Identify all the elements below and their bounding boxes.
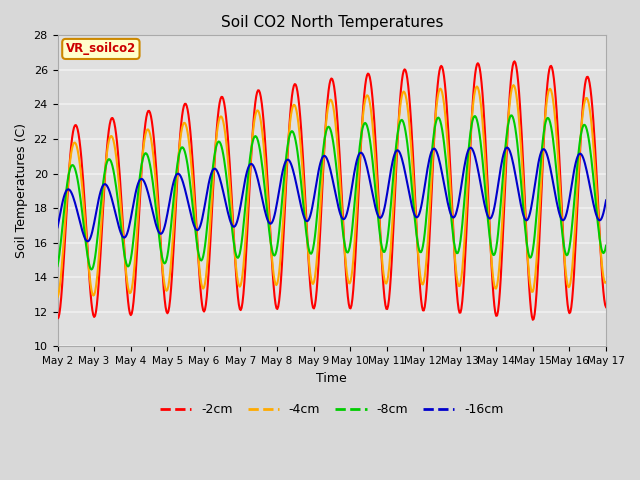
-2cm — [54, 316, 61, 322]
-8cm — [421, 230, 429, 236]
Line: -4cm: -4cm — [58, 85, 606, 297]
-16cm — [303, 218, 310, 224]
-16cm — [84, 239, 92, 244]
-8cm — [196, 255, 204, 261]
-8cm — [602, 243, 610, 249]
-2cm — [302, 205, 310, 211]
-2cm — [195, 259, 202, 264]
Line: -2cm: -2cm — [58, 61, 606, 320]
Line: -16cm: -16cm — [58, 147, 606, 241]
-2cm — [151, 144, 159, 150]
X-axis label: Time: Time — [316, 372, 347, 384]
-2cm — [420, 308, 428, 313]
-4cm — [420, 279, 428, 285]
-2cm — [467, 139, 474, 144]
-8cm — [378, 243, 385, 249]
-4cm — [151, 166, 159, 171]
-16cm — [468, 145, 476, 151]
Text: VR_soilco2: VR_soilco2 — [66, 42, 136, 55]
-16cm — [378, 214, 385, 219]
-2cm — [529, 317, 537, 323]
-4cm — [195, 257, 202, 263]
-2cm — [377, 240, 385, 245]
-4cm — [602, 279, 610, 285]
-4cm — [54, 294, 61, 300]
Line: -8cm: -8cm — [58, 115, 606, 269]
-16cm — [421, 183, 429, 189]
Title: Soil CO2 North Temperatures: Soil CO2 North Temperatures — [221, 15, 443, 30]
Y-axis label: Soil Temperatures (C): Soil Temperatures (C) — [15, 123, 28, 258]
-4cm — [377, 240, 385, 246]
-8cm — [54, 263, 61, 269]
-2cm — [511, 59, 518, 64]
-4cm — [467, 133, 474, 139]
-4cm — [509, 82, 517, 88]
Legend: -2cm, -4cm, -8cm, -16cm: -2cm, -4cm, -8cm, -16cm — [155, 398, 509, 421]
-2cm — [602, 304, 610, 310]
-8cm — [152, 203, 159, 208]
-8cm — [88, 266, 95, 272]
-8cm — [508, 112, 516, 118]
-4cm — [302, 215, 310, 220]
-16cm — [196, 225, 204, 231]
-16cm — [152, 220, 159, 226]
-16cm — [503, 144, 511, 150]
-8cm — [468, 123, 476, 129]
-16cm — [54, 225, 61, 230]
-16cm — [602, 197, 610, 203]
-8cm — [303, 233, 310, 239]
